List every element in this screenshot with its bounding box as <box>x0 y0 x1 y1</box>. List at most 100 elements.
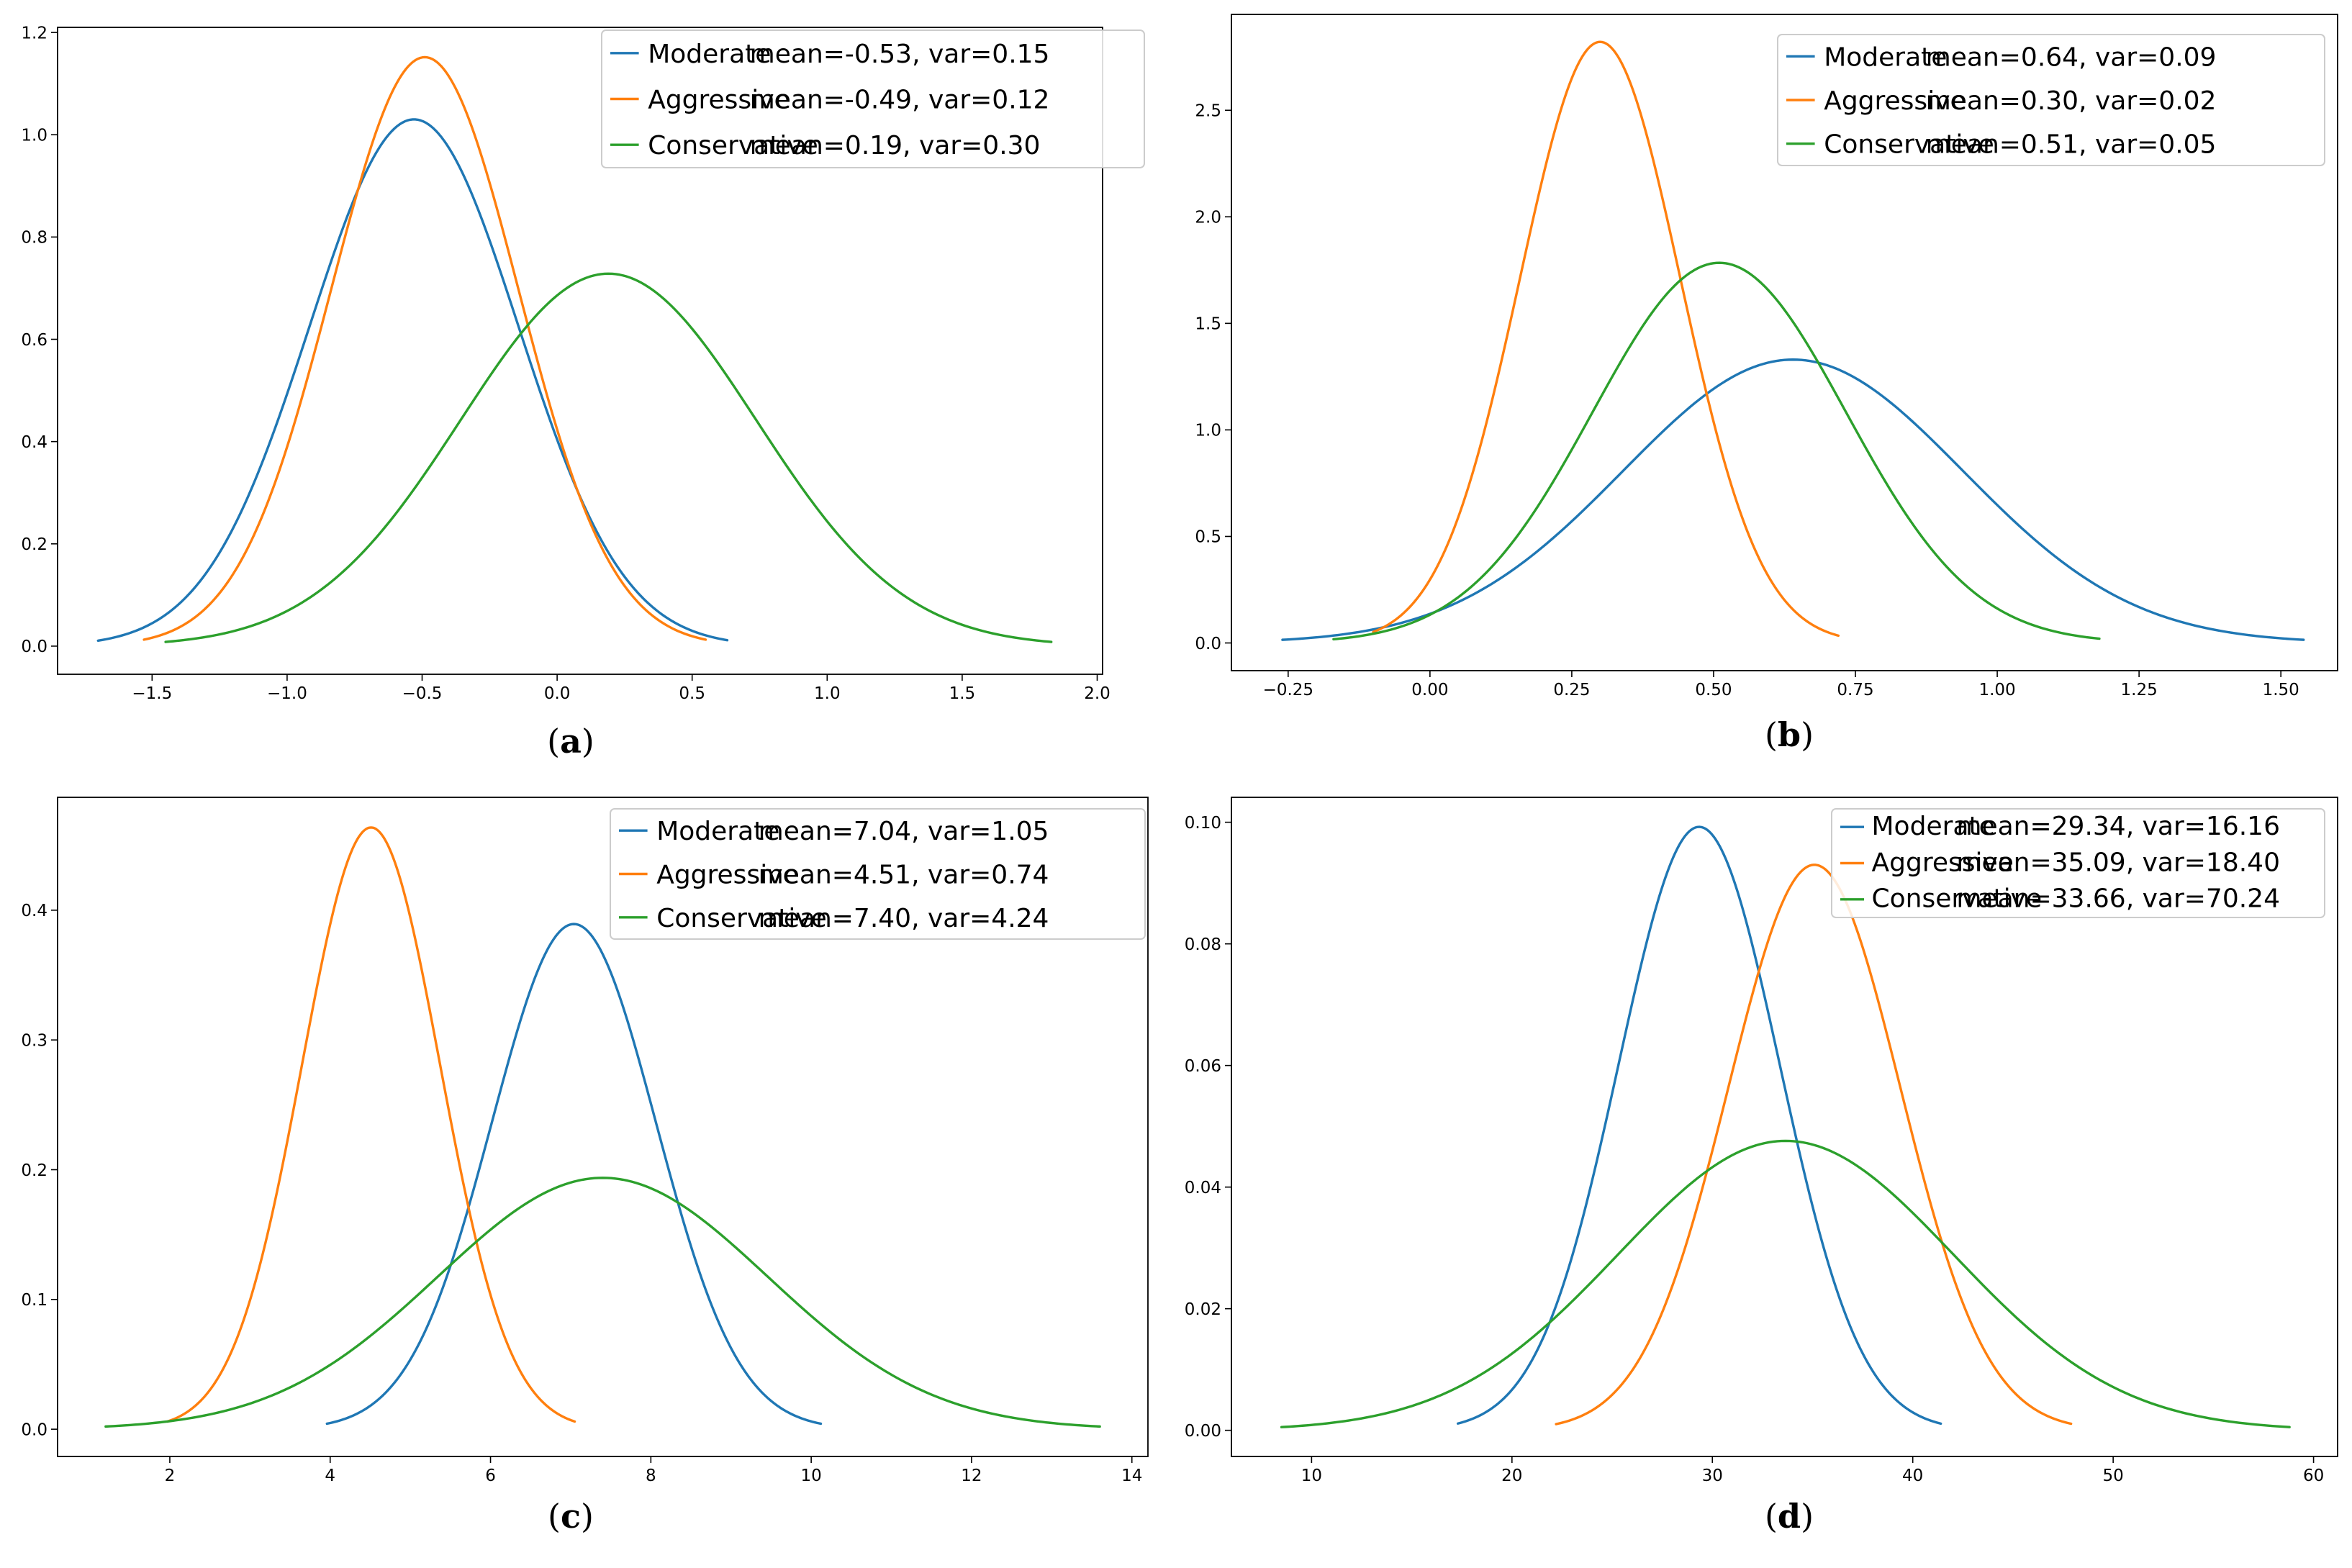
x-tick-label: 12 <box>961 1467 982 1485</box>
x-tick-label: 14 <box>1121 1467 1142 1485</box>
legend-box <box>601 30 1145 168</box>
legend-label: Aggressive <box>656 860 798 889</box>
legend-box <box>1831 808 2325 918</box>
series-line-conservative <box>1332 261 2101 641</box>
y-tick-label: 0.6 <box>21 331 48 350</box>
series-line-aggressive <box>1372 40 1840 638</box>
x-tick-label: 6 <box>485 1467 496 1485</box>
y-tick-label: 1.2 <box>21 24 48 42</box>
x-tick-label: 50 <box>2103 1467 2124 1485</box>
x-tick-label: 0.50 <box>1695 681 1732 699</box>
legend-label: Moderate <box>1872 812 1995 841</box>
legend-stats: mean=7.04, var=1.05 <box>759 817 1049 846</box>
legend-stats: mean=7.40, var=4.24 <box>759 904 1049 933</box>
series-line-aggressive <box>166 826 576 1423</box>
x-tick-label: 4 <box>325 1467 335 1485</box>
series-line-conservative <box>164 272 1053 643</box>
caption-close-paren: ) <box>581 1497 594 1536</box>
y-tick-label: 0.2 <box>21 1161 48 1180</box>
x-tick-label: 0.25 <box>1553 681 1590 699</box>
x-tick-label: 0.75 <box>1837 681 1873 699</box>
caption-open-paren: ( <box>1765 1497 1778 1536</box>
y-tick-label: 0.3 <box>21 1031 48 1050</box>
caption-letter: a <box>560 722 582 761</box>
x-tick-label: 1.25 <box>2121 681 2158 699</box>
legend-stats: mean=0.30, var=0.02 <box>1926 86 2217 116</box>
caption-open-paren: ( <box>548 1497 561 1536</box>
series-line-moderate <box>1281 358 2305 641</box>
y-tick-label: 0.02 <box>1185 1300 1221 1319</box>
axes-frame <box>57 27 1103 675</box>
x-tick-label: 30 <box>1702 1467 1723 1485</box>
y-tick-label: 2.5 <box>1195 102 1221 121</box>
caption-close-paren: ) <box>1801 1497 1814 1536</box>
caption-close-paren: ) <box>582 722 594 761</box>
legend-stats: mean=35.09, var=18.40 <box>1956 848 2280 877</box>
x-tick-label: 10 <box>1301 1467 1322 1485</box>
y-tick-label: 1.0 <box>1195 422 1221 440</box>
caption-open-paren: ( <box>1765 715 1778 754</box>
y-tick-label: 1.5 <box>1195 315 1221 334</box>
panel-caption: (a) <box>547 722 594 761</box>
panel-d: 10 20 30 40 50 60 0.00 0.02 0.04 0.06 0.08 0.10 Mode… <box>1185 797 2338 1536</box>
series-line-moderate <box>1456 825 1942 1426</box>
caption-letter: b <box>1778 715 1801 754</box>
y-tick-label: 0.8 <box>21 229 48 248</box>
panel-a: −1.5 −1.0 −0.5 0.0 0.5 1.0 1.5 2.0 0.0 0.2 0.4 0.6 0… <box>21 24 1145 761</box>
caption-open-paren: ( <box>547 722 560 761</box>
legend-box <box>1777 34 2325 166</box>
legend-label: Conservative <box>648 131 818 160</box>
legend-stats: mean=4.51, var=0.74 <box>759 860 1049 889</box>
legend-stats: mean=0.64, var=0.09 <box>1926 42 2217 72</box>
x-tick-label: 40 <box>1902 1467 1923 1485</box>
y-tick-label: 0.2 <box>21 535 48 554</box>
y-tick-label: 0.04 <box>1185 1179 1221 1197</box>
legend-label: Conservative <box>656 904 827 933</box>
legend-label: Moderate <box>648 40 771 69</box>
legend-box <box>610 808 1146 940</box>
series-line-aggressive <box>1555 864 2073 1426</box>
panel-c: 2 4 6 8 10 12 140.00.10.20.30.4Moderatemean=7.… <box>21 797 1149 1536</box>
y-tick-label: 0.0 <box>21 1420 48 1439</box>
y-tick-label: 0.5 <box>1195 528 1221 547</box>
series-line-moderate <box>96 118 729 642</box>
panel-caption: (c) <box>548 1497 594 1536</box>
x-tick-label: 60 <box>2303 1467 2324 1485</box>
panel-caption: (d) <box>1765 1497 1814 1536</box>
y-tick-label: 1.0 <box>21 127 48 145</box>
y-tick-label: 0.08 <box>1185 935 1221 954</box>
x-tick-label: −0.5 <box>402 684 443 703</box>
x-tick-label: 2 <box>165 1467 176 1485</box>
legend-label: Aggressive <box>648 85 790 114</box>
x-tick-label: 1.0 <box>814 684 841 703</box>
series-line-conservative <box>104 1177 1101 1428</box>
axes-frame <box>57 797 1149 1457</box>
x-tick-label: 1.5 <box>949 684 976 703</box>
plot-area <box>96 55 1053 643</box>
y-tick-label: 0.4 <box>21 902 48 920</box>
y-tick-label: 2.0 <box>1195 209 1221 227</box>
y-tick-label: 0.0 <box>1195 635 1221 653</box>
legend-label: Aggressive <box>1872 848 2014 877</box>
series-line-aggressive <box>143 55 707 641</box>
legend-stats: mean=-0.49, var=0.12 <box>750 85 1050 114</box>
legend-label: Conservative <box>1872 884 2043 914</box>
caption-close-paren: ) <box>1801 715 1814 754</box>
plot-area <box>104 826 1101 1428</box>
series-line-moderate <box>325 923 823 1426</box>
panel-b: −0.25 0.00 0.25 0.50 0.75 1.00 1.25 1.50 0.0 0.5 1… <box>1195 14 2338 754</box>
y-tick-label: 0.00 <box>1185 1422 1221 1441</box>
y-tick-label: 0.06 <box>1185 1057 1221 1076</box>
x-tick-label: 8 <box>646 1467 656 1485</box>
x-tick-label: 2.0 <box>1084 684 1111 703</box>
panel-caption: (b) <box>1765 715 1814 754</box>
legend-stats: mean=29.34, var=16.16 <box>1956 812 2280 841</box>
legend-label: Conservative <box>1824 130 1994 160</box>
y-tick-label: 0.1 <box>21 1291 48 1310</box>
x-tick-label: 1.50 <box>2263 681 2299 699</box>
series-line-conservative <box>1280 1139 2291 1428</box>
